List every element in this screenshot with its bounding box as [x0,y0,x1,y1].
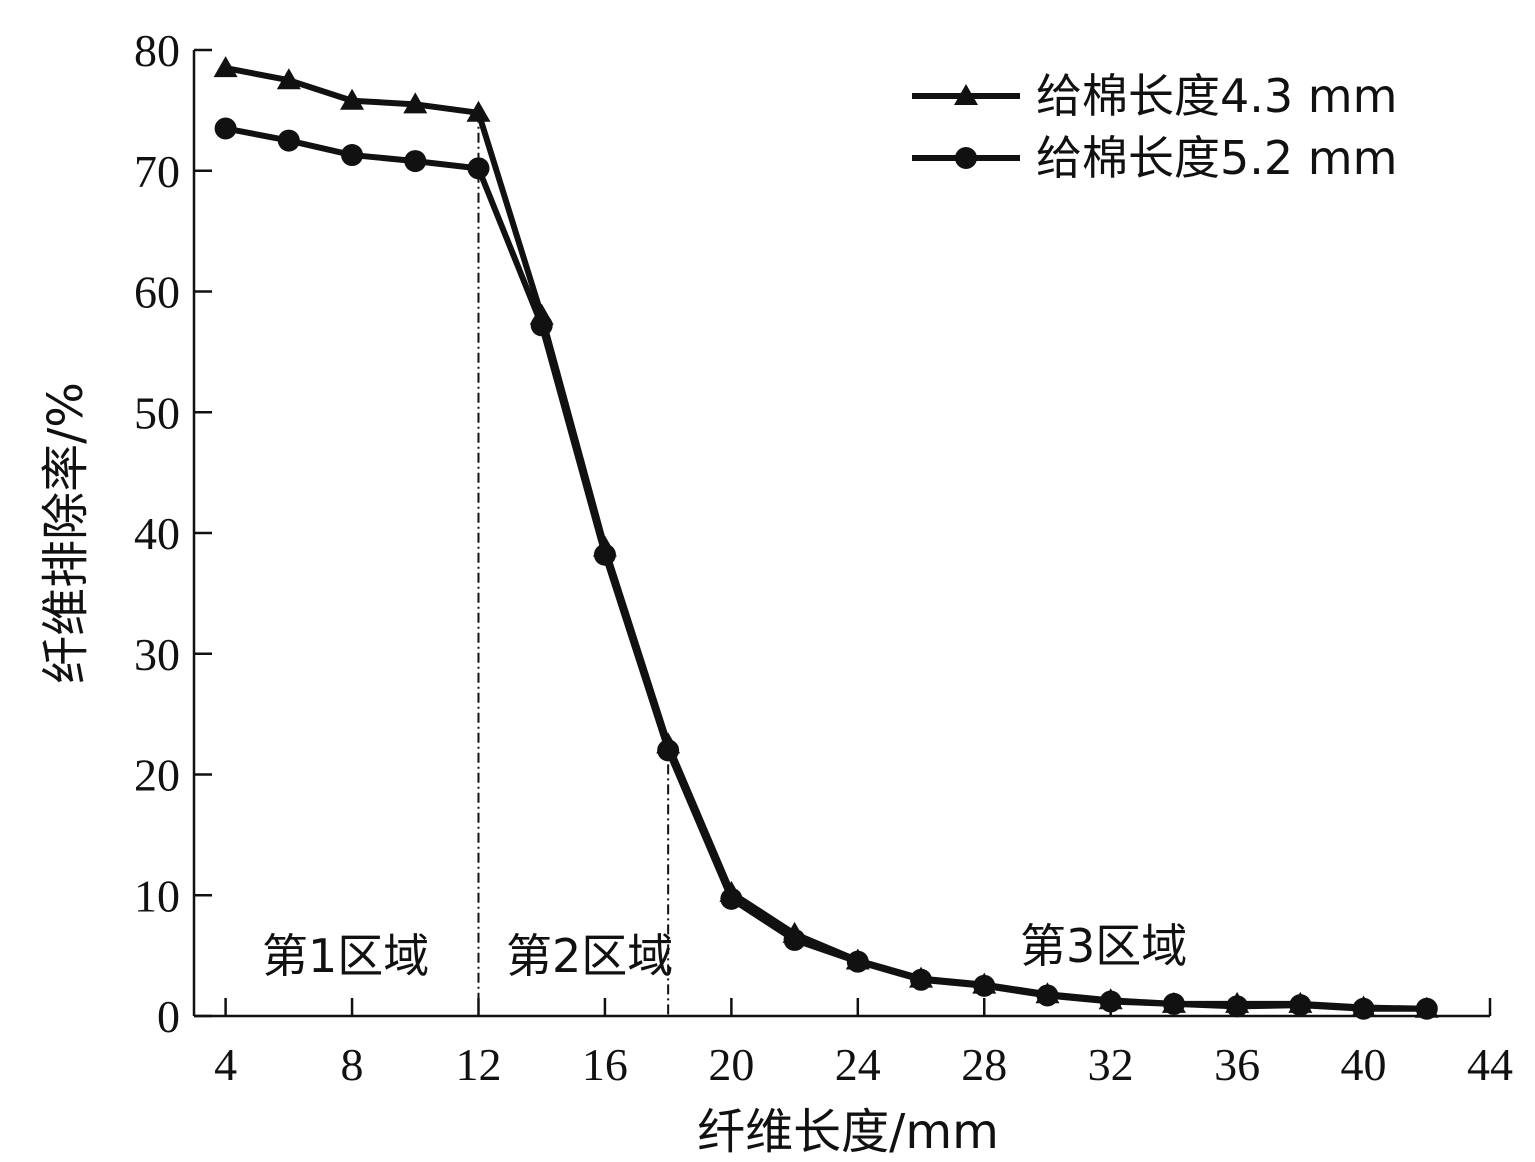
data-point [846,950,869,973]
y-tick-label: 20 [134,750,180,801]
series-line [225,65,1427,1012]
x-tick-label: 4 [214,1039,237,1090]
x-tick-label: 24 [835,1039,881,1090]
data-point [214,117,237,140]
x-tick-label: 32 [1088,1039,1134,1090]
legend-label: 给棉长度5.2 mm [1036,131,1397,185]
x-tick-label: 40 [1341,1039,1387,1090]
data-point [1352,997,1375,1020]
y-tick-label: 70 [134,146,180,197]
data-point [910,968,933,991]
x-tick-label: 36 [1214,1039,1260,1090]
data-point [276,68,301,90]
legend-label: 给棉长度4.3 mm [1036,69,1397,123]
y-tick-label: 50 [134,387,180,438]
y-tick-label: 0 [157,991,180,1042]
y-tick-label: 10 [134,870,180,921]
data-point [403,92,428,114]
data-point [783,928,806,951]
legend-triangle-marker [954,84,978,105]
data-point [466,100,491,122]
region-label-3: 第3区域 [1020,919,1187,973]
data-point [1036,984,1059,1007]
data-point [341,144,364,167]
series-1 [213,56,1439,1018]
data-point [1099,990,1122,1013]
y-tick-label: 80 [134,25,180,76]
x-tick-label: 20 [708,1039,754,1090]
y-tick-label: 60 [134,267,180,318]
y-tick-label: 40 [134,508,180,559]
data-point [720,887,743,910]
data-point [1226,995,1249,1018]
zone-dividers [477,112,670,1016]
data-point [404,150,427,173]
x-tick-label: 12 [455,1039,501,1090]
x-tick-label: 28 [961,1039,1007,1090]
data-point [973,974,996,997]
data-point [1415,997,1438,1020]
series-layer [213,56,1439,1020]
x-tick-label: 16 [582,1039,628,1090]
axes: 0 10 20 30 40 50 60 70 80 4 8 12 16 20 24 28 32 36 40 44 [134,25,1513,1090]
y-axis-title: 纤维排除率/% [38,382,94,684]
series-2 [214,117,1438,1020]
data-point [467,157,490,180]
data-point [277,129,300,152]
data-point [213,56,238,78]
data-point [1162,992,1185,1015]
data-point [1289,994,1312,1017]
region-label-2: 第2区域 [506,929,673,983]
region-label-1: 第1区域 [262,929,429,983]
legend-circle-marker [955,147,977,169]
data-point [530,314,553,337]
data-point [593,543,616,566]
y-tick-label: 30 [134,629,180,680]
series-line [225,125,1427,1012]
x-tick-label: 44 [1467,1039,1513,1090]
x-axis-title: 纤维长度/mm [697,1104,999,1160]
data-point [657,739,680,762]
data-point [340,88,365,110]
x-tick-label: 8 [341,1039,364,1090]
legend: 给棉长度4.3 mm 给棉长度5.2 mm [912,69,1397,185]
